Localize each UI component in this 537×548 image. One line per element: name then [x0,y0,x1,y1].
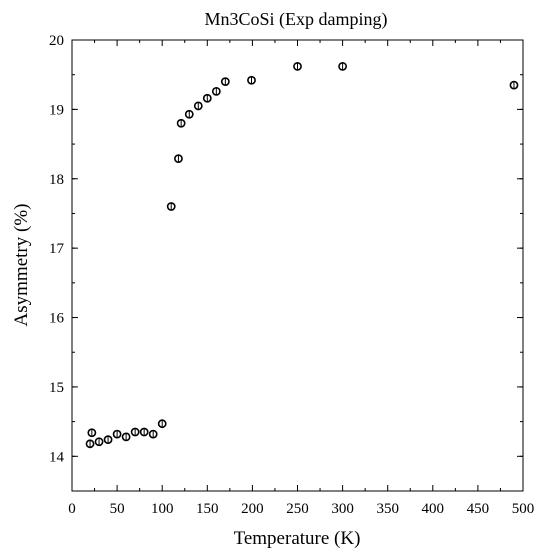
data-point [103,435,113,445]
x-tick-label: 300 [331,501,354,517]
data-point [338,61,347,71]
data-point [202,93,212,103]
x-tick-label: 100 [151,501,174,517]
x-axis-title: Temperature (K) [234,528,361,548]
data-point [184,109,194,119]
plot-frame [71,39,524,492]
data-point [211,86,221,96]
x-tick-label: 350 [376,501,399,517]
data-point [247,75,256,85]
data-point [193,101,203,111]
data-point [509,80,519,90]
y-tick-label: 20 [49,33,64,49]
data-point [139,427,149,437]
y-tick-label: 19 [49,102,64,118]
x-tick-label: 50 [110,501,125,517]
y-tick-label: 18 [49,172,64,188]
data-point [174,154,183,164]
data-series [85,61,519,449]
x-tick-label: 250 [286,501,309,517]
y-tick-label: 16 [49,311,65,327]
x-tick-label: 200 [241,501,264,517]
data-point [87,428,97,438]
x-tick-label: 500 [512,501,535,517]
x-axis: 0 50 100 150 200 250 300 350 400 450 500 [68,40,534,517]
data-point [166,202,176,211]
data-point [293,61,302,71]
x-tick-label: 450 [467,501,490,517]
chart-title: Mn3CoSi (Exp damping) [205,9,388,30]
data-point [157,419,167,429]
data-point [121,432,131,442]
data-point [94,437,104,447]
data-point [85,439,95,449]
data-point [176,118,186,128]
y-tick-label: 14 [49,449,65,465]
y-axis: 14 15 16 17 18 19 20 [49,33,523,492]
x-tick-label: 0 [68,501,76,517]
data-point [112,429,122,439]
y-tick-label: 17 [49,241,65,257]
data-point [220,77,230,87]
y-tick-label: 15 [49,380,64,396]
data-point [148,429,158,439]
x-tick-label: 400 [422,501,445,517]
x-tick-label: 150 [196,501,219,517]
data-point [130,427,140,437]
y-axis-title: Asymmetry (%) [11,204,32,327]
